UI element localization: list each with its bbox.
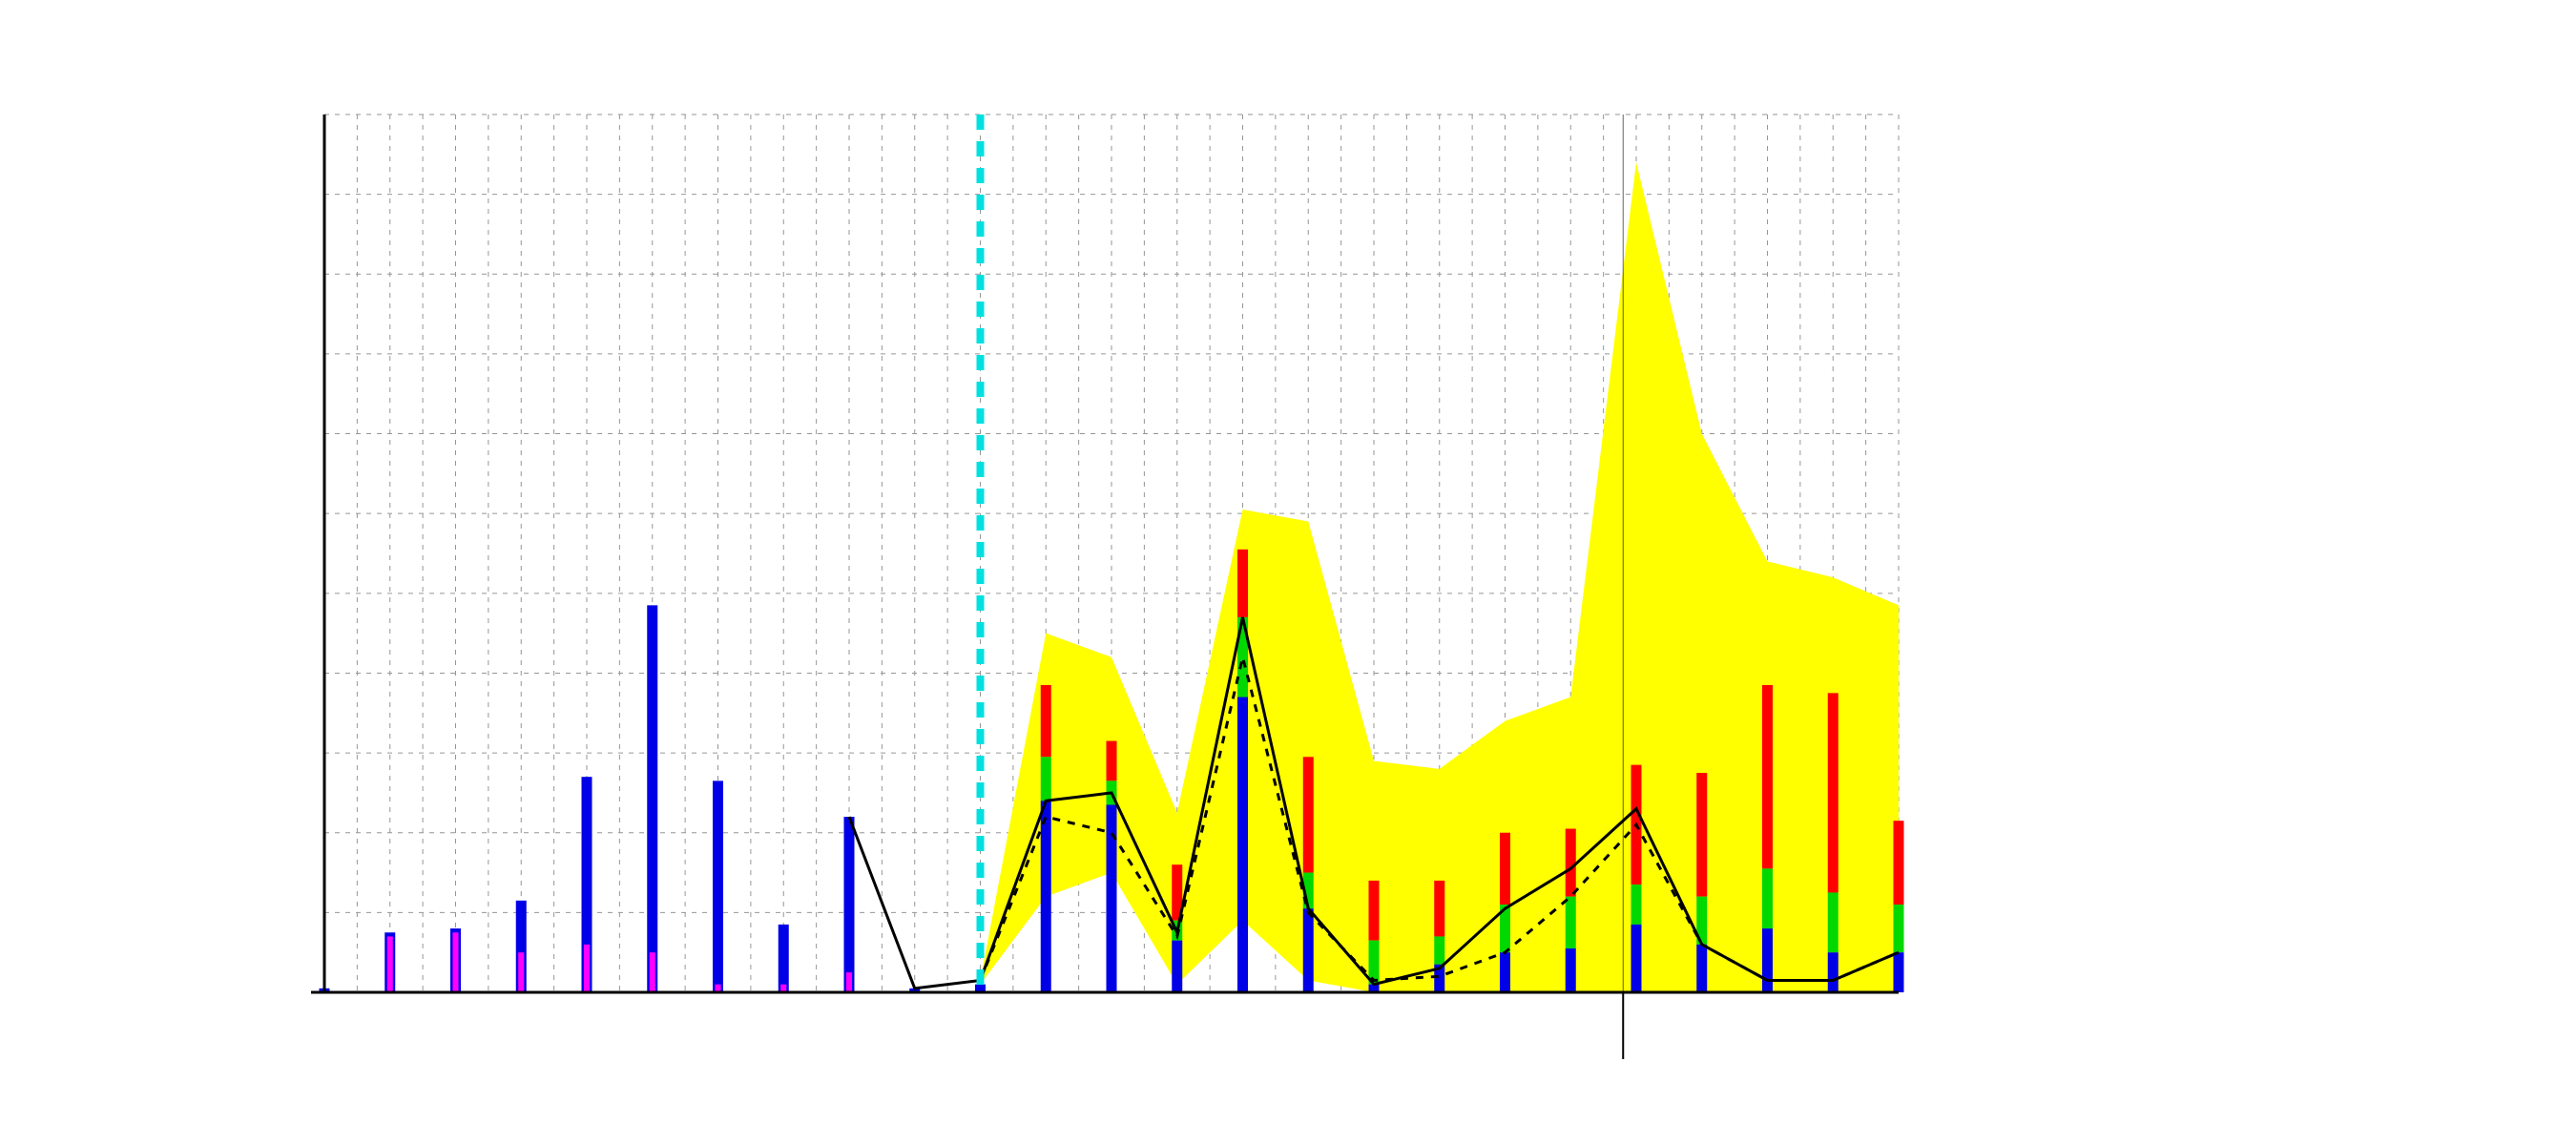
median-bar [1041, 801, 1051, 992]
p75-bar [1041, 757, 1051, 801]
p75-bar [1828, 892, 1839, 952]
p95-bar [1762, 685, 1773, 868]
p95-bar [1500, 833, 1510, 905]
median-bar [1107, 804, 1117, 992]
rain-obs-bar [518, 952, 524, 992]
p75-bar [1631, 885, 1642, 925]
p75-bar [1369, 941, 1380, 985]
p95-bar [1107, 741, 1117, 781]
p95-bar [1041, 685, 1051, 757]
p95-bar [1566, 829, 1576, 897]
rain-obs-bar [584, 945, 590, 992]
p75-bar [1894, 905, 1904, 952]
median-bar [1303, 908, 1314, 992]
p95-bar [1828, 693, 1839, 892]
p95-bar [1303, 757, 1314, 872]
p95-bar [1237, 550, 1248, 617]
rain-obs-bar [846, 972, 852, 992]
p75-bar [1434, 936, 1444, 964]
median-bar [1566, 948, 1576, 992]
p95-bar [1369, 881, 1380, 941]
median-bar [1500, 952, 1510, 992]
p95-bar [1696, 773, 1707, 897]
rain-obs-bar [387, 936, 393, 992]
median-bar [1172, 941, 1182, 992]
p75-bar [1566, 897, 1576, 948]
p95-bar [1434, 881, 1444, 937]
median-bar [1631, 925, 1642, 992]
median-bar [1894, 952, 1904, 992]
rain-obs-bar [452, 932, 458, 992]
rain-obs-bar [650, 952, 655, 992]
history-bar [713, 781, 723, 992]
median-bar [1828, 952, 1839, 992]
history-bar [779, 925, 789, 992]
median-bar [1237, 697, 1248, 992]
p95-bar [1894, 821, 1904, 905]
history-bar [647, 605, 657, 992]
median-bar [1696, 945, 1707, 992]
p75-bar [1762, 868, 1773, 928]
precipitation-chart [0, 0, 2576, 1145]
median-bar [1762, 928, 1773, 992]
history-bar [844, 817, 855, 992]
